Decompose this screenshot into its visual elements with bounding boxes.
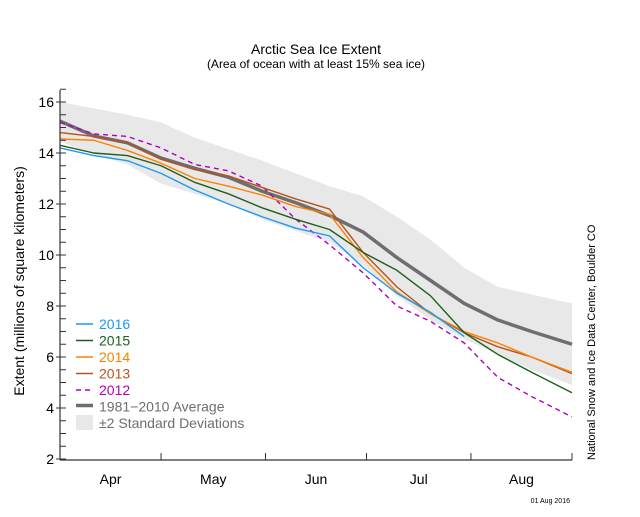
x-tick-label-Aug: Aug: [509, 471, 534, 487]
y-tick-label: 12: [38, 196, 54, 212]
y-tick-label: 2: [46, 451, 54, 467]
y-tick-label: 10: [38, 247, 54, 263]
credit-text: National Snow and Ice Data Center, Bould…: [586, 224, 598, 460]
x-tick-label-May: May: [200, 471, 226, 487]
y-axis-label: Extent (millions of square kilometers): [11, 166, 27, 396]
x-tick-label-Jul: Jul: [410, 471, 428, 487]
chart-title: Arctic Sea Ice Extent: [251, 41, 381, 57]
y-tick-label: 4: [46, 400, 54, 416]
legend-label-std: ±2 Standard Deviations: [99, 415, 244, 431]
legend-label-2015: 2015: [99, 333, 130, 349]
legend-label-2013: 2013: [99, 366, 130, 382]
date-text: 01 Aug 2016: [531, 498, 570, 505]
y-tick-label: 8: [46, 298, 54, 314]
x-tick-label-Jun: Jun: [305, 471, 328, 487]
legend-label-2016: 2016: [99, 316, 130, 332]
chart-subtitle: (Area of ocean with at least 15% sea ice…: [207, 57, 425, 71]
x-tick-label-Apr: Apr: [100, 471, 122, 487]
series-line-2013: [59, 131, 573, 375]
series-line-2016: [59, 147, 465, 338]
legend-label-2012: 2012: [99, 382, 130, 398]
series-line-2015: [59, 144, 573, 394]
y-tick-label: 6: [46, 349, 54, 365]
y-tick-label: 14: [38, 145, 54, 161]
y-tick-label: 16: [38, 94, 54, 110]
legend-swatch-std: [76, 415, 93, 430]
std-deviation-band: [60, 102, 572, 386]
legend-label-2014: 2014: [99, 349, 130, 365]
series-line-2014: [59, 138, 573, 373]
legend-label-average: 1981−2010 Average: [99, 399, 225, 415]
